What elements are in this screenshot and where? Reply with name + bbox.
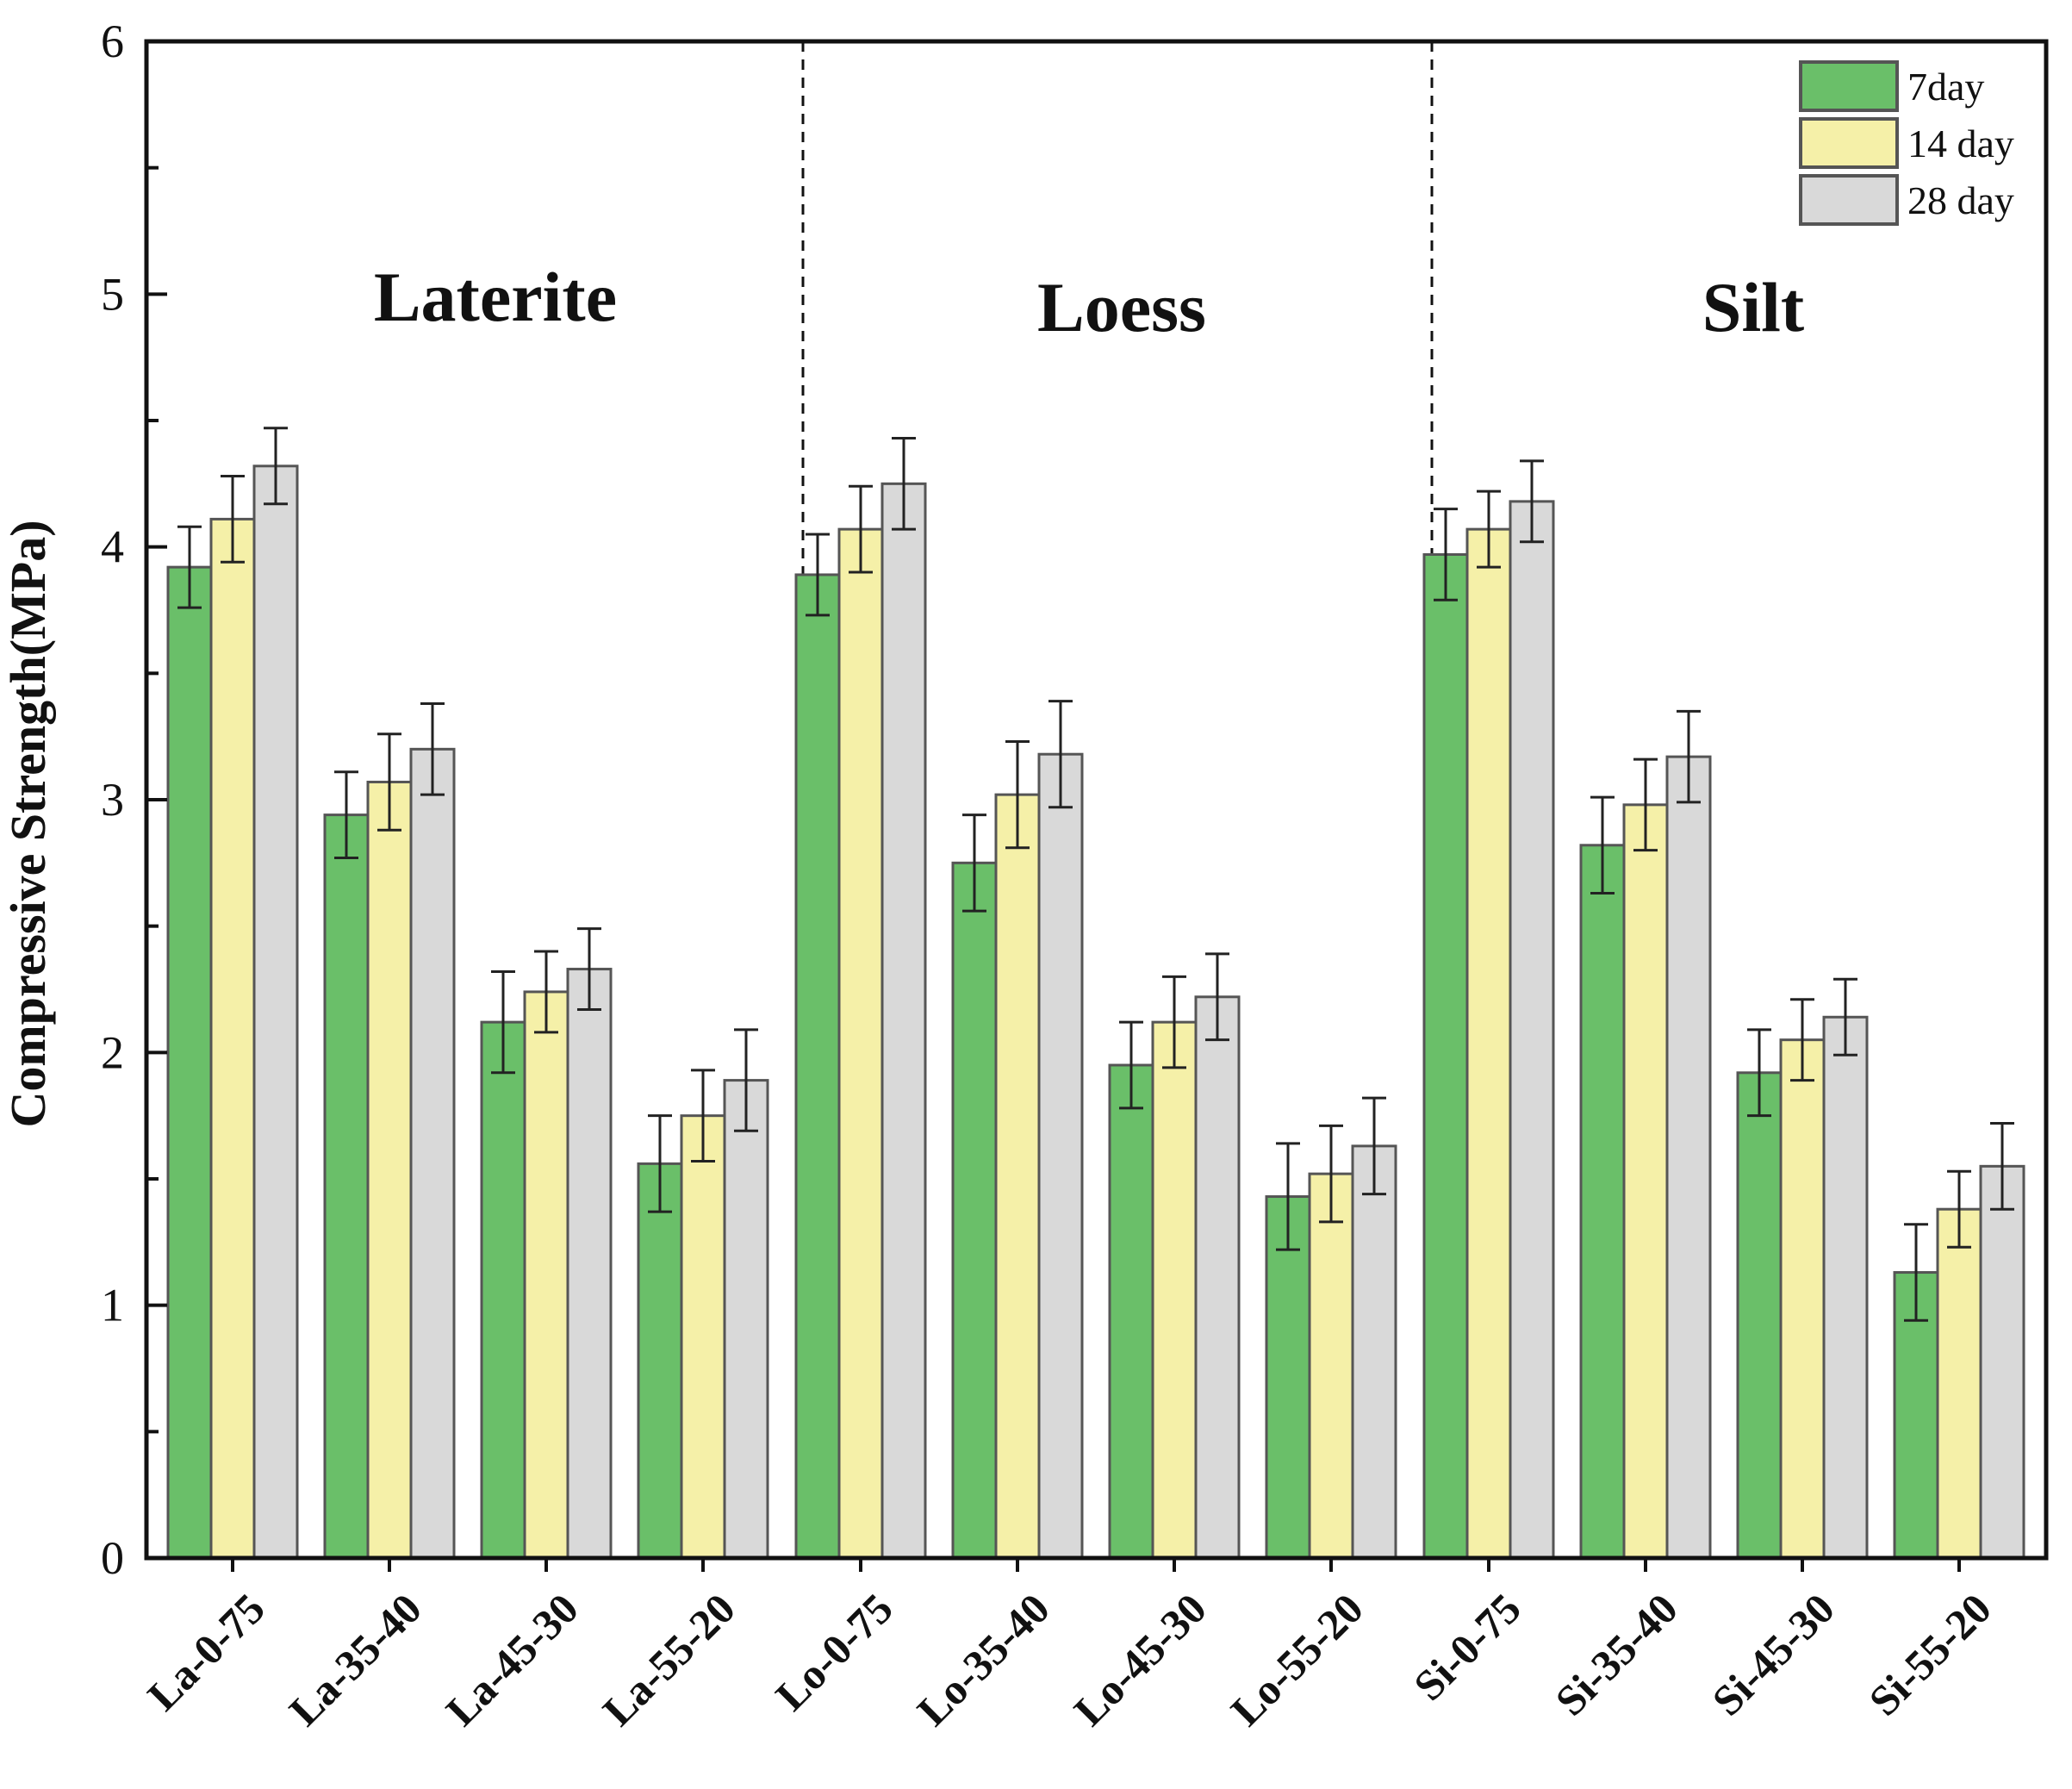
bar-La-0-75-14day xyxy=(209,517,256,1560)
bar-La-0-75-28day xyxy=(252,464,299,1560)
legend-label-14day: 14 day xyxy=(1907,122,2014,165)
bar-La-35-40-14day xyxy=(366,780,413,1560)
bar-Si-0-75-28day xyxy=(1509,500,1555,1560)
y-tick-label: 2 xyxy=(101,1026,124,1078)
legend: 7day 14 day 28 day xyxy=(1799,60,2014,226)
bar-La-55-20-7day xyxy=(637,1162,683,1560)
bar-Si-45-30-14day xyxy=(1779,1038,1826,1560)
bar-Lo-0-75-14day xyxy=(837,527,884,1560)
bar-Si-55-20-28day xyxy=(1979,1164,2025,1560)
bar-Si-55-20-14day xyxy=(1936,1207,1982,1560)
bar-Si-35-40-28day xyxy=(1665,755,1712,1560)
y-axis-title: Compressive Strength(MPa) xyxy=(0,520,56,1127)
y-tick-label: 4 xyxy=(101,521,124,573)
bar-La-35-40-28day xyxy=(409,747,456,1560)
bar-Lo-0-75-7day xyxy=(794,573,841,1560)
bar-Lo-55-20-7day xyxy=(1265,1195,1311,1560)
bar-La-35-40-7day xyxy=(323,813,370,1560)
bars xyxy=(166,464,2025,1560)
y-tick-label: 6 xyxy=(101,16,124,67)
bar-Si-0-75-7day xyxy=(1422,552,1469,1560)
y-tick-label: 0 xyxy=(101,1532,124,1584)
group-label-silt: Silt xyxy=(1702,268,1804,346)
bar-La-45-30-28day xyxy=(566,968,613,1560)
legend-swatch-7day xyxy=(1799,60,1899,112)
legend-label-28day: 28 day xyxy=(1907,178,2014,222)
bar-Si-35-40-14day xyxy=(1622,803,1669,1560)
y-tick-label: 3 xyxy=(101,774,124,826)
bar-Lo-45-30-14day xyxy=(1151,1020,1198,1560)
bar-La-0-75-7day xyxy=(166,565,213,1560)
bar-Lo-35-40-28day xyxy=(1037,752,1084,1560)
bar-Si-0-75-14day xyxy=(1465,527,1512,1560)
bar-Lo-45-30-28day xyxy=(1194,995,1241,1560)
bar-La-45-30-14day xyxy=(523,990,569,1560)
bar-Lo-0-75-28day xyxy=(880,482,927,1560)
legend-swatch-28day xyxy=(1799,174,1899,226)
y-ticks: 0 1 2 3 4 5 6 xyxy=(101,16,167,1584)
group-label-loess: Loess xyxy=(1037,268,1206,346)
legend-swatch-14day xyxy=(1799,117,1899,169)
error-bars xyxy=(177,427,2014,1322)
y-tick-label: 1 xyxy=(101,1280,124,1331)
bar-La-55-20-28day xyxy=(723,1079,769,1560)
bar-Lo-35-40-7day xyxy=(951,861,998,1560)
bar-Si-45-30-7day xyxy=(1736,1071,1783,1560)
bar-Lo-55-20-28day xyxy=(1351,1144,1397,1560)
bar-Lo-35-40-14day xyxy=(994,793,1041,1560)
bar-La-55-20-14day xyxy=(680,1114,726,1560)
bar-Lo-45-30-7day xyxy=(1108,1063,1154,1560)
bar-Si-35-40-7day xyxy=(1579,844,1626,1560)
legend-label-7day: 7day xyxy=(1907,65,1984,109)
bar-Si-45-30-28day xyxy=(1822,1015,1869,1560)
group-labels: Laterite Loess Silt xyxy=(374,258,1804,346)
group-label-laterite: Laterite xyxy=(374,258,617,336)
bar-Lo-55-20-14day xyxy=(1308,1172,1354,1560)
y-tick-label: 5 xyxy=(101,268,124,320)
bar-La-45-30-7day xyxy=(480,1020,526,1560)
